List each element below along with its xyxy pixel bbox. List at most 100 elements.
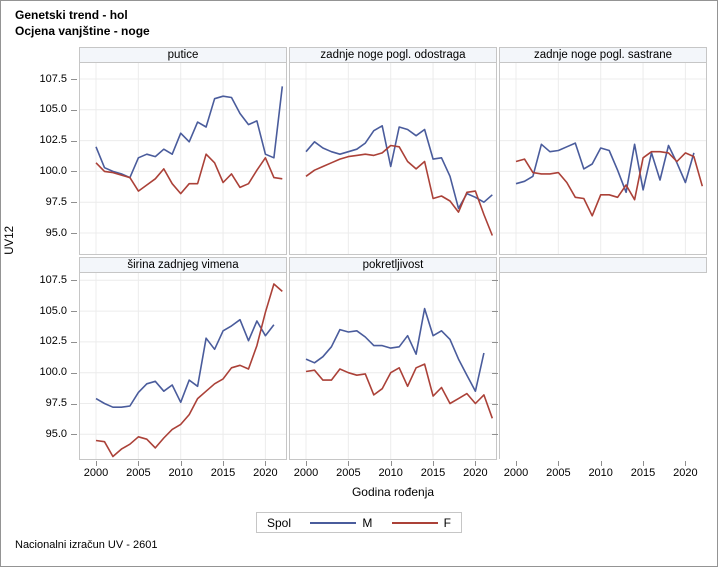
series-line-f (95, 153, 283, 195)
x-tick-label: 2020 (673, 467, 698, 479)
legend-line-female (391, 521, 438, 524)
legend-label-m: M (362, 515, 373, 530)
x-tick-mark (306, 461, 307, 466)
y-tick-label: 97.5 (45, 195, 67, 208)
x-tick-mark (223, 461, 225, 466)
x-tick-label: 2005 (546, 467, 571, 479)
panel-plot-pokretljivost (290, 273, 496, 459)
legend: Spol M F (256, 512, 462, 533)
x-tick-label: 2015 (210, 467, 236, 479)
legend-title: Spol (267, 515, 292, 530)
panel-zadnje-noge-odostraga: zadnje noge pogl. odostraga (289, 47, 497, 255)
series-line-f (95, 283, 283, 458)
series-line-m (305, 124, 493, 210)
y-tick-label: 97.5 (45, 397, 67, 409)
y-tick-label: 100.0 (39, 366, 67, 379)
panel-sirina-zadnjeg-vimena: širina zadnjeg vimena (79, 257, 287, 460)
x-tick-mark (433, 461, 435, 466)
panel-zadnje-noge-sastrane: zadnje noge pogl. sastrane (499, 47, 707, 255)
panel-plot-vimena (80, 273, 286, 459)
panel-header-putice: putice (79, 47, 287, 63)
y-tick-mark (71, 233, 77, 234)
panel-header-odostraga: zadnje noge pogl. odostraga (289, 47, 497, 63)
x-tick-label: 2010 (588, 467, 613, 479)
y-tick-label: 107.5 (39, 273, 67, 286)
x-tick-label: 2000 (503, 467, 529, 479)
legend-label-f: F (443, 515, 451, 530)
x-tick-mark (516, 461, 517, 466)
y-tick-label: 105.0 (39, 103, 67, 116)
panel-header-vimena: širina zadnjeg vimena (79, 257, 287, 273)
y-tick-mark (71, 109, 77, 111)
x-tick-mark (643, 461, 645, 466)
x-tick-mark (600, 461, 602, 466)
y-tick-mark (71, 311, 77, 313)
y-tick-mark (71, 171, 77, 173)
x-tick-label: 2005 (336, 467, 361, 479)
y-tick-mark (71, 79, 77, 80)
legend-item-m: M (310, 516, 372, 530)
y-tick-mark (492, 280, 498, 282)
series-line-f (305, 363, 494, 419)
y-tick-label: 102.5 (39, 134, 67, 147)
y-tick-mark (492, 372, 498, 374)
y-tick-mark (492, 341, 498, 343)
empty-cell-plot (500, 273, 706, 459)
series-line-f (515, 150, 704, 217)
x-tick-mark (348, 461, 350, 466)
x-tick-label: 2015 (420, 467, 446, 479)
x-tick-label: 2020 (253, 467, 278, 479)
x-tick-label: 2000 (293, 467, 319, 479)
y-tick-mark (492, 311, 498, 313)
empty-grid-cell (499, 257, 707, 459)
y-tick-mark (492, 403, 498, 405)
y-tick-label: 95.0 (45, 427, 67, 440)
x-tick-mark (475, 461, 477, 466)
panel-plot-putice (80, 63, 286, 254)
y-tick-label: 95.0 (45, 226, 67, 239)
chart-title: Genetski trend - hol (15, 8, 128, 22)
y-axis-title: UV12 (4, 226, 16, 255)
y-tick-label: 102.5 (39, 335, 67, 348)
y-tick-label: 107.5 (39, 72, 67, 85)
series-line-f (305, 144, 494, 236)
x-tick-mark (265, 461, 267, 466)
x-tick-mark (390, 461, 392, 466)
legend-line-male (310, 521, 357, 524)
panel-header-sastrane: zadnje noge pogl. sastrane (499, 47, 707, 63)
series-line-m (95, 86, 284, 179)
panel-pokretljivost: pokretljivost (289, 257, 497, 460)
series-line-m (515, 142, 695, 194)
y-tick-mark (71, 280, 77, 282)
chart-subtitle: Ocjena vanjštine - noge (15, 24, 150, 38)
series-line-m (95, 318, 275, 408)
y-tick-mark (492, 434, 498, 436)
x-tick-label: 2015 (630, 467, 656, 479)
y-tick-label: 100.0 (39, 164, 67, 177)
panel-header-pokretljivost: pokretljivost (289, 257, 497, 273)
x-axis-title: Godina rođenja (351, 485, 435, 499)
y-tick-mark (71, 372, 77, 374)
x-tick-label: 2020 (463, 467, 488, 479)
x-tick-mark (180, 461, 182, 466)
y-tick-label: 105.0 (39, 304, 67, 317)
series-line-m (305, 307, 485, 392)
y-tick-mark (71, 140, 77, 142)
y-tick-mark (71, 341, 77, 343)
x-tick-mark (685, 461, 687, 466)
y-tick-mark (71, 202, 77, 204)
legend-item-f: F (391, 515, 451, 530)
footer-note: Nacionalni izračun UV - 2601 (15, 539, 158, 551)
panel-plot-odostraga (290, 63, 496, 254)
y-tick-mark (71, 403, 77, 405)
x-tick-label: 2005 (126, 467, 151, 479)
x-tick-mark (96, 461, 97, 466)
x-tick-mark (558, 461, 560, 466)
empty-cell-header (499, 257, 707, 273)
panel-plot-sastrane (500, 63, 706, 254)
x-tick-label: 2010 (168, 467, 193, 479)
y-tick-mark (71, 434, 77, 436)
x-tick-label: 2010 (378, 467, 403, 479)
panel-putice: putice (79, 47, 287, 255)
